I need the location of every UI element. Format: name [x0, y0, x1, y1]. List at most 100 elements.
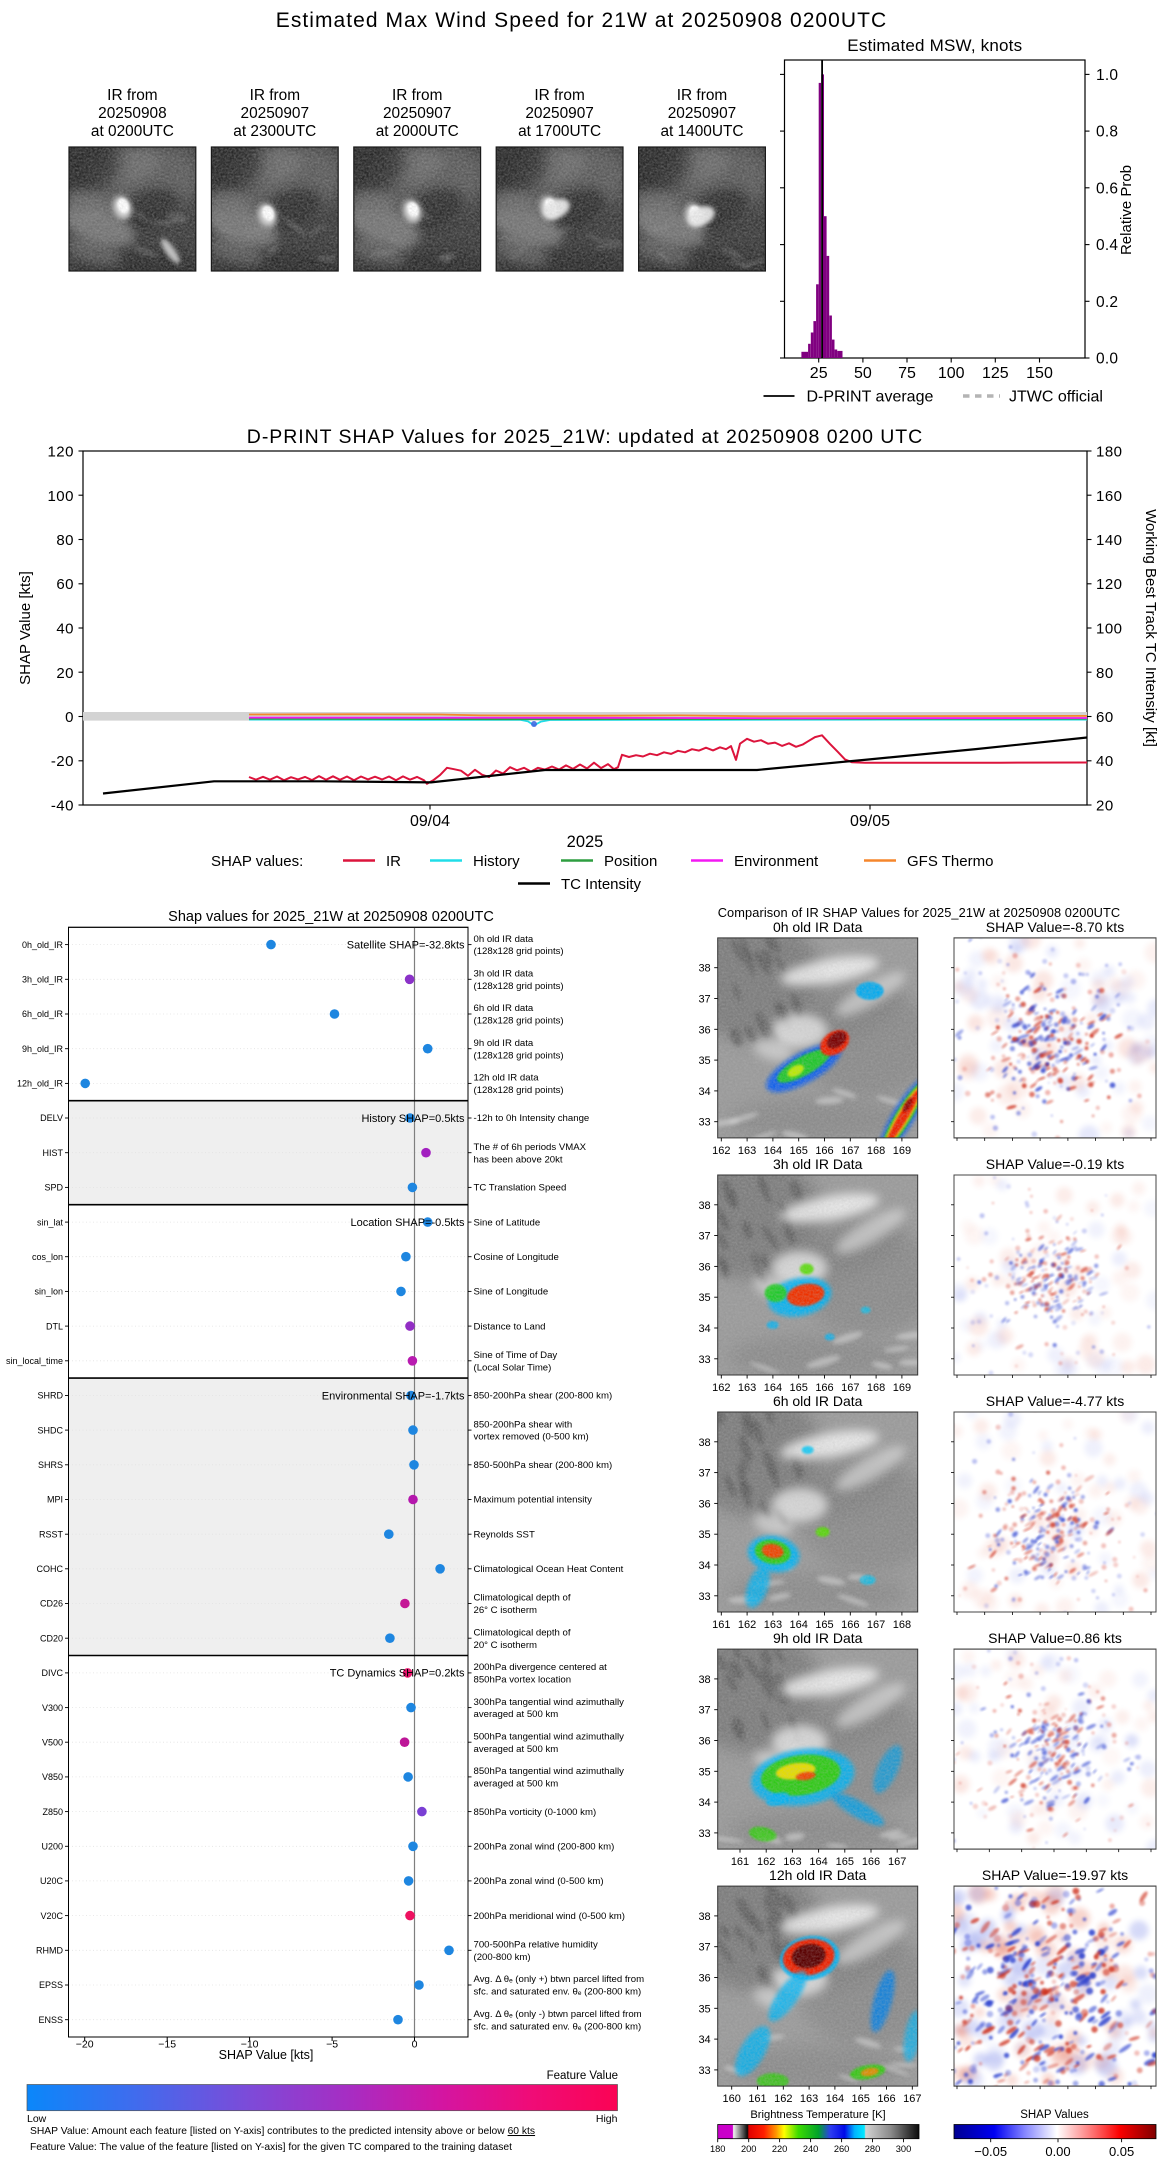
svg-text:Feature Value: Feature Value — [547, 2070, 618, 2082]
svg-text:33: 33 — [698, 2065, 710, 2077]
svg-text:TC Dynamics SHAP=0.2kts: TC Dynamics SHAP=0.2kts — [330, 1668, 465, 1680]
svg-text:0: 0 — [65, 709, 74, 726]
svg-text:163: 163 — [800, 2093, 818, 2105]
svg-text:165: 165 — [836, 1856, 854, 1868]
svg-text:163: 163 — [738, 1382, 756, 1394]
svg-text:37: 37 — [698, 1942, 710, 1954]
svg-text:sin_local_time: sin_local_time — [6, 1356, 63, 1366]
svg-text:SHAP Value=0.86 kts: SHAP Value=0.86 kts — [988, 1630, 1122, 1646]
svg-text:SHAP Value=-8.70 kts: SHAP Value=-8.70 kts — [986, 919, 1124, 935]
svg-text:34: 34 — [698, 1560, 710, 1572]
svg-text:ENSS: ENSS — [38, 2015, 63, 2025]
svg-text:(Local Solar Time): (Local Solar Time) — [474, 1362, 552, 1373]
svg-text:CD26: CD26 — [40, 1599, 63, 1609]
svg-text:260: 260 — [834, 2144, 850, 2154]
svg-text:300: 300 — [896, 2144, 912, 2154]
svg-text:(128x128 grid points): (128x128 grid points) — [474, 946, 564, 957]
svg-text:SHAP Value [kts]: SHAP Value [kts] — [17, 571, 34, 685]
svg-text:166: 166 — [815, 1382, 833, 1394]
svg-text:20° C isotherm: 20° C isotherm — [474, 1640, 538, 1651]
svg-text:164: 164 — [764, 1382, 782, 1394]
svg-text:at 2000UTC: at 2000UTC — [376, 123, 459, 140]
svg-text:36: 36 — [698, 1498, 710, 1510]
svg-text:Avg. Δ θₑ (only -) btwn parcel: Avg. Δ θₑ (only -) btwn parcel lifted fr… — [474, 2009, 642, 2020]
svg-text:SHAP Value=-19.97 kts: SHAP Value=-19.97 kts — [982, 1867, 1128, 1883]
svg-text:IR from: IR from — [677, 87, 727, 104]
svg-text:240: 240 — [803, 2144, 819, 2154]
svg-text:164: 164 — [764, 1145, 782, 1157]
svg-text:Sine of Latitude: Sine of Latitude — [474, 1217, 541, 1228]
svg-text:20250907: 20250907 — [241, 105, 309, 122]
svg-text:166: 166 — [862, 1856, 880, 1868]
svg-text:163: 163 — [783, 1856, 801, 1868]
svg-text:200hPa meridional wind (0-500: 200hPa meridional wind (0-500 km) — [474, 1911, 625, 1922]
svg-text:40: 40 — [56, 621, 74, 638]
svg-text:36: 36 — [698, 1024, 710, 1036]
svg-text:35: 35 — [698, 1529, 710, 1541]
svg-text:164: 164 — [826, 2093, 844, 2105]
svg-text:125: 125 — [982, 365, 1009, 382]
svg-text:SHAP Value=-0.19 kts: SHAP Value=-0.19 kts — [986, 1156, 1124, 1172]
svg-text:at 1700UTC: at 1700UTC — [518, 123, 601, 140]
svg-text:cos_lon: cos_lon — [32, 1252, 63, 1262]
svg-text:(200-800 km): (200-800 km) — [474, 1952, 531, 1963]
svg-text:38: 38 — [698, 1674, 710, 1686]
svg-text:9h old IR data: 9h old IR data — [474, 1038, 534, 1049]
svg-text:Estimated MSW, knots: Estimated MSW, knots — [847, 36, 1022, 55]
svg-text:38: 38 — [698, 1437, 710, 1449]
svg-text:0.8: 0.8 — [1096, 124, 1118, 141]
svg-text:Feature Value: The value of th: Feature Value: The value of the feature … — [30, 2142, 512, 2153]
svg-text:−20: −20 — [76, 2039, 94, 2051]
svg-text:169: 169 — [893, 1145, 911, 1157]
svg-text:20: 20 — [56, 665, 74, 682]
svg-text:161: 161 — [712, 1619, 730, 1631]
svg-text:60: 60 — [56, 576, 74, 593]
svg-text:averaged at 500 km: averaged at 500 km — [474, 1709, 559, 1720]
svg-text:2025: 2025 — [567, 833, 604, 851]
svg-text:166: 166 — [841, 1619, 859, 1631]
svg-text:GFS Thermo: GFS Thermo — [907, 853, 993, 870]
svg-text:168: 168 — [893, 1619, 911, 1631]
svg-text:33: 33 — [698, 1591, 710, 1603]
svg-text:MPI: MPI — [47, 1495, 63, 1505]
svg-text:RHMD: RHMD — [36, 1946, 63, 1956]
svg-text:165: 165 — [815, 1619, 833, 1631]
svg-text:37: 37 — [698, 994, 710, 1006]
svg-text:162: 162 — [738, 1619, 756, 1631]
svg-text:20250907: 20250907 — [383, 105, 451, 122]
svg-text:37: 37 — [698, 1231, 710, 1243]
svg-text:DELV: DELV — [40, 1113, 63, 1123]
svg-text:180: 180 — [710, 2144, 726, 2154]
svg-text:12h old IR data: 12h old IR data — [474, 1073, 540, 1084]
svg-text:162: 162 — [712, 1145, 730, 1157]
svg-text:850-200hPa shear with: 850-200hPa shear with — [474, 1419, 573, 1430]
svg-text:D-PRINT SHAP Values for 2025_2: D-PRINT SHAP Values for 2025_21W: update… — [247, 426, 923, 448]
svg-text:37: 37 — [698, 1705, 710, 1717]
svg-text:3h old IR Data: 3h old IR Data — [773, 1156, 863, 1172]
svg-text:COHC: COHC — [37, 1564, 64, 1574]
svg-text:40: 40 — [1096, 753, 1114, 770]
svg-text:166: 166 — [877, 2093, 895, 2105]
svg-text:20: 20 — [1096, 798, 1114, 815]
svg-text:167: 167 — [867, 1619, 885, 1631]
svg-text:3h_old_IR: 3h_old_IR — [22, 975, 64, 985]
svg-text:EPSS: EPSS — [39, 1980, 63, 1990]
svg-text:34: 34 — [698, 2034, 710, 2046]
svg-text:37: 37 — [698, 1468, 710, 1480]
svg-text:Environmental SHAP=-1.7kts: Environmental SHAP=-1.7kts — [322, 1390, 465, 1402]
svg-text:35: 35 — [698, 1766, 710, 1778]
svg-text:850-500hPa shear (200-800 km): 850-500hPa shear (200-800 km) — [474, 1460, 613, 1471]
svg-text:12h old IR Data: 12h old IR Data — [769, 1867, 866, 1883]
svg-text:SHAP Value [kts]: SHAP Value [kts] — [219, 2048, 314, 2062]
svg-text:33: 33 — [698, 1354, 710, 1366]
svg-text:IR from: IR from — [392, 87, 442, 104]
svg-text:100: 100 — [1096, 621, 1123, 638]
svg-text:0.4: 0.4 — [1096, 237, 1118, 254]
svg-text:History: History — [473, 853, 520, 870]
svg-text:20250907: 20250907 — [668, 105, 736, 122]
svg-text:150: 150 — [1026, 365, 1053, 382]
svg-text:80: 80 — [56, 532, 74, 549]
svg-text:100: 100 — [47, 488, 74, 505]
svg-text:U200: U200 — [41, 1842, 63, 1852]
svg-text:Location SHAP=-0.5kts: Location SHAP=-0.5kts — [350, 1217, 465, 1229]
